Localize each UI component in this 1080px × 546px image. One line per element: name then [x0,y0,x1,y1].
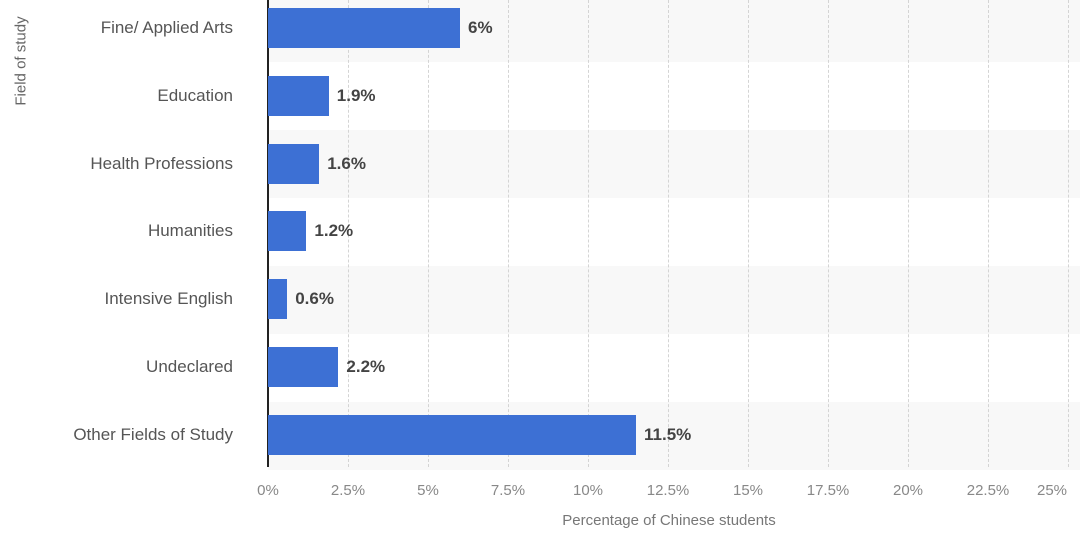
value-label: 6% [468,18,493,37]
row-band [268,130,1080,198]
row-band [268,62,1080,130]
bar[interactable] [268,279,288,320]
value-label: 1.9% [336,85,376,105]
category-label: Undeclared [146,357,233,376]
grid-line [668,0,669,467]
bar[interactable] [268,75,329,116]
x-tick-label: 0% [257,482,279,499]
x-tick-label: 5% [417,482,439,499]
bar[interactable] [268,414,636,455]
value-label: 0.6% [295,289,334,309]
x-tick-label: 7.5% [490,482,526,499]
grid-line [1068,0,1069,467]
x-tick-label: 12.5% [646,482,690,499]
grid-line [748,0,749,467]
bar[interactable] [268,143,320,184]
x-tick-label: 15% [732,482,764,499]
grid-line [588,0,589,467]
x-tick-label: 2.5% [330,482,366,499]
grid-line [428,0,429,467]
grid-line [828,0,829,467]
x-tick-label: 10% [572,482,604,499]
value-label: 1.6% [327,153,366,173]
category-label: Other Fields of Study [73,424,233,444]
value-label: 2.2% [346,357,386,376]
row-band [268,266,1080,334]
value-label: 1.2% [314,221,354,241]
grid-line [988,0,989,467]
bar[interactable] [268,211,307,252]
x-tick-label: 17.5% [806,482,850,499]
grid-line [908,0,909,467]
grid-line [508,0,509,467]
category-label: Health Professions [90,153,233,173]
category-label: Humanities [147,221,233,241]
x-tick-label: 25% [1036,482,1068,499]
y-axis-label: Field of study [12,16,30,106]
bar[interactable] [268,347,339,387]
x-axis-label: Percentage of Chinese students [562,512,776,529]
category-label: Education [157,85,233,105]
x-tick-label: 22.5% [966,482,1010,499]
x-tick-label: 20% [892,482,924,499]
category-label: Intensive English [104,289,233,309]
row-band [268,198,1080,266]
bar[interactable] [268,8,460,48]
category-label: Fine/ Applied Arts [100,18,233,37]
value-label: 11.5% [644,424,692,444]
grid-line [348,0,349,467]
row-band [268,334,1080,402]
